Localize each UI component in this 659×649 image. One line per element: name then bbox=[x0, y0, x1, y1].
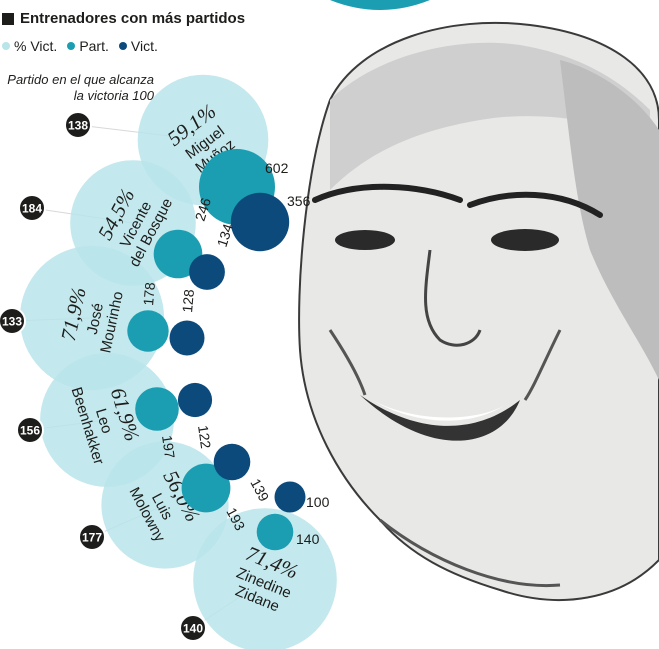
wins-value-label: 100 bbox=[306, 494, 330, 510]
legend-item-matches: Part. bbox=[67, 38, 109, 54]
chart-marks: 59,1%MiguelMuñoz60235613854,5%Vicentedel… bbox=[0, 74, 337, 649]
hundredth-win-label: 184 bbox=[22, 202, 42, 216]
matches-value-label: 197 bbox=[159, 434, 178, 460]
hundredth-win-label: 156 bbox=[20, 424, 40, 438]
subtitle-line: la victoria 100 bbox=[73, 88, 154, 103]
wins-bubble bbox=[169, 320, 205, 356]
hundredth-win-badge bbox=[0, 307, 26, 335]
matches-bubble bbox=[135, 387, 179, 431]
chart-title: Entrenadores con más partidos bbox=[20, 10, 246, 27]
chart-header: Entrenadores con más partidos % Vict. Pa… bbox=[0, 0, 659, 110]
top-partial-bubble bbox=[330, 0, 430, 10]
matches-value-label: 602 bbox=[265, 160, 289, 176]
wins-bubble bbox=[177, 382, 213, 418]
legend: % Vict. Part. Vict. bbox=[2, 38, 158, 54]
legend-label: % Vict. bbox=[14, 38, 58, 54]
legend-item-wins: Vict. bbox=[118, 38, 158, 54]
win-pct-bubble bbox=[193, 508, 337, 649]
legend-label: Part. bbox=[79, 38, 109, 54]
hundredth-win-badge bbox=[78, 523, 106, 551]
wins-value-label: 122 bbox=[195, 424, 214, 450]
matches-bubble bbox=[181, 463, 231, 513]
hundredth-win-badge bbox=[179, 614, 207, 642]
coach-name-label: Leo bbox=[92, 407, 116, 436]
wins-bubble bbox=[274, 481, 306, 513]
wins-bubble bbox=[230, 192, 290, 252]
matches-bubble bbox=[127, 310, 169, 352]
chart-subtitle: Partido en el que alcanza la victoria 10… bbox=[4, 72, 154, 104]
matches-value-label: 246 bbox=[192, 196, 215, 223]
matches-bubble bbox=[256, 513, 294, 551]
wins-value-label: 356 bbox=[287, 193, 311, 209]
hundredth-win-badge bbox=[64, 111, 92, 139]
wins-value-label: 139 bbox=[247, 476, 272, 504]
legend-dot-icon bbox=[2, 42, 10, 50]
wins-value-label: 128 bbox=[179, 288, 197, 313]
hundredth-win-label: 177 bbox=[82, 531, 102, 545]
wins-bubble bbox=[213, 443, 251, 481]
legend-item-pct: % Vict. bbox=[2, 38, 57, 54]
hundredth-win-label: 138 bbox=[68, 119, 88, 133]
matches-value-label: 178 bbox=[140, 281, 158, 306]
matches-value-label: 140 bbox=[296, 531, 320, 547]
wins-bubble bbox=[189, 254, 225, 290]
win-pct-bubble bbox=[19, 245, 165, 391]
hundredth-win-badge bbox=[16, 416, 44, 444]
coach-portrait-illustration bbox=[298, 21, 659, 601]
legend-dot-icon bbox=[67, 42, 76, 50]
coach-name-label: José bbox=[84, 301, 107, 336]
hundredth-win-label: 133 bbox=[2, 315, 22, 329]
wins-value-label: 134 bbox=[214, 222, 237, 249]
chart-title-row: Entrenadores con más partidos bbox=[2, 10, 245, 27]
subtitle-line: Partido en el que alcanza bbox=[7, 72, 154, 87]
hundredth-win-label: 140 bbox=[183, 622, 203, 636]
legend-dot-icon bbox=[118, 42, 127, 50]
title-square-icon bbox=[2, 12, 14, 25]
hundredth-win-badge bbox=[18, 194, 46, 222]
legend-label: Vict. bbox=[130, 38, 158, 54]
